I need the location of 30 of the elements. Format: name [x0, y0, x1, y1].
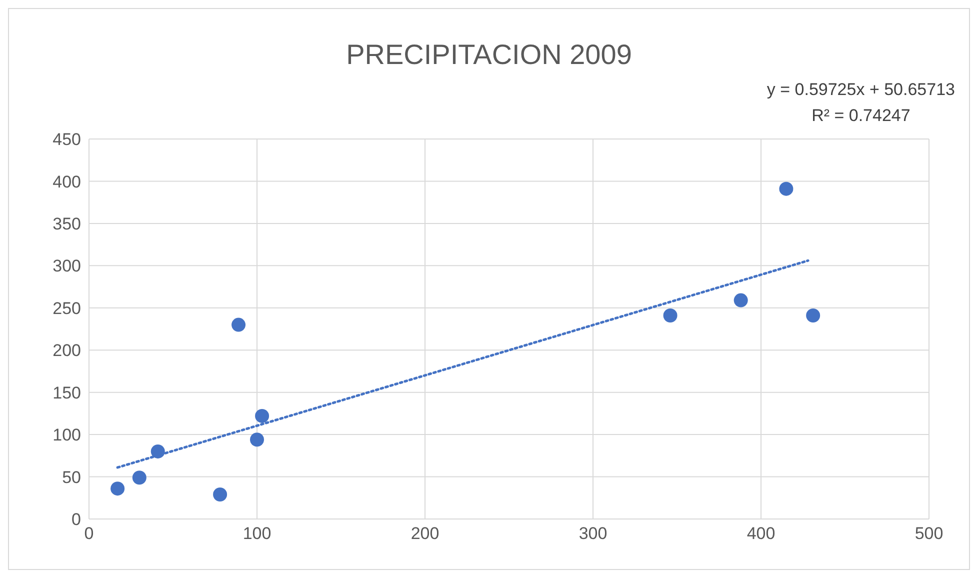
point [150, 444, 165, 458]
point [663, 308, 678, 322]
point [110, 482, 125, 496]
y-tick-label: 300 [52, 256, 81, 276]
x-tick-label: 400 [746, 524, 776, 544]
chart-title: PRECIPITACION 2009 [345, 39, 633, 71]
y-tick-label: 250 [52, 298, 81, 318]
x-tick-label: 0 [84, 524, 94, 544]
point [734, 293, 748, 308]
y-tick-label: 350 [52, 214, 81, 234]
x-tick-label: 200 [410, 524, 440, 544]
y-tick-label: 0 [72, 510, 81, 530]
y-tick-label: 150 [52, 383, 81, 402]
point [213, 488, 228, 502]
y-tick-label: 100 [52, 426, 81, 445]
point [255, 408, 270, 423]
y-tick-label: 200 [52, 341, 81, 360]
y-tick-label: 400 [52, 172, 81, 192]
point [806, 308, 820, 322]
x-tick-label: 500 [914, 524, 944, 544]
point [232, 318, 246, 332]
x-tick-label: 300 [578, 524, 608, 544]
text: R² = 0.74247 [810, 105, 912, 127]
point [250, 432, 264, 447]
point [132, 470, 146, 485]
text: y = 0.59725x + 50.65713 [766, 79, 955, 101]
y-tick-label: 450 [52, 130, 81, 150]
y-tick-label: 50 [62, 468, 81, 487]
x-tick-label: 100 [242, 524, 272, 544]
point [779, 182, 794, 196]
